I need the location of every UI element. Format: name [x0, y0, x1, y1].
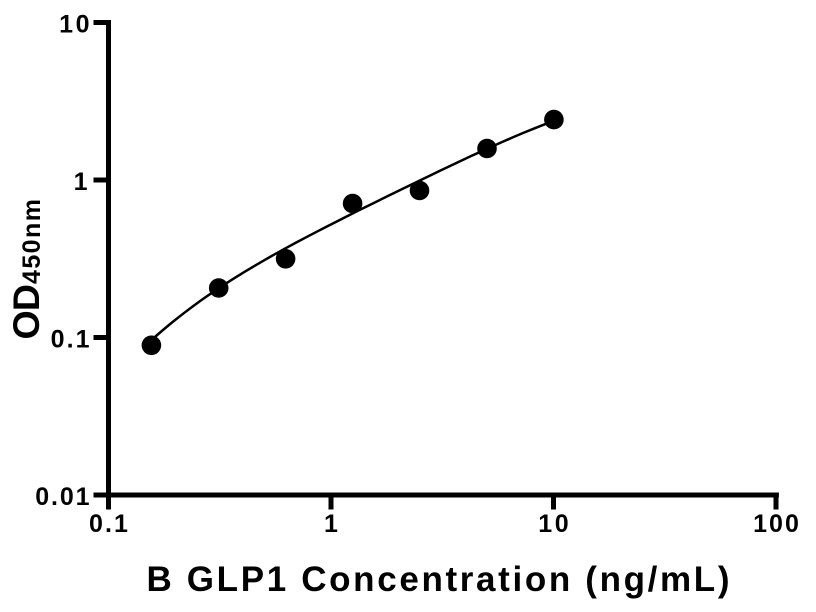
svg-text:0.01: 0.01	[35, 483, 89, 511]
svg-text:B GLP1 Concentration (ng/mL): B GLP1 Concentration (ng/mL)	[147, 560, 730, 599]
svg-text:OD: OD	[5, 284, 47, 340]
svg-text:1: 1	[324, 510, 338, 538]
svg-text:1: 1	[74, 168, 88, 196]
svg-text:0.1: 0.1	[89, 510, 128, 538]
svg-text:450nm: 450nm	[18, 199, 46, 284]
svg-text:0.1: 0.1	[51, 326, 90, 354]
svg-text:100: 100	[753, 510, 799, 538]
